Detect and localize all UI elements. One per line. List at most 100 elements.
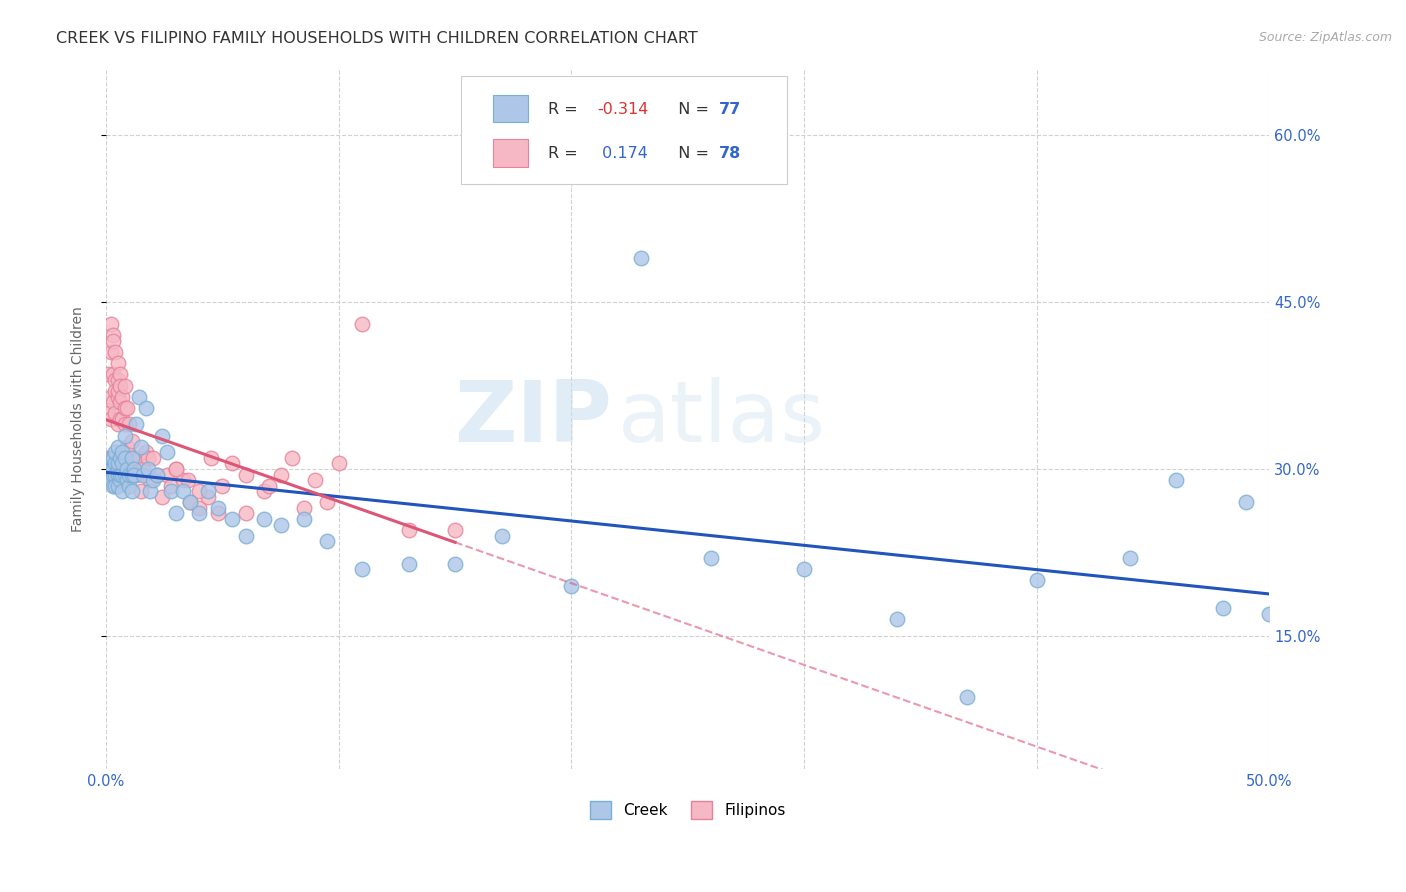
Point [114,401,136,415]
Point [176,473,198,487]
Point [235,507,257,521]
Text: N =: N = [668,102,714,117]
Point [188,484,211,499]
Point [115,440,138,454]
Point [350,562,373,576]
Point [135,445,157,459]
Point [108,467,131,482]
Point [101,368,124,382]
Point [122,467,145,482]
Point [108,412,131,426]
Point [101,450,124,465]
Point [139,484,162,499]
Point [115,401,138,415]
Point [108,473,131,487]
Point [136,450,159,465]
Point [207,507,229,521]
Point [111,467,134,482]
Point [111,412,134,426]
Point [114,450,136,465]
Text: 78: 78 [718,146,741,161]
Point [111,450,134,465]
Point [270,517,292,532]
Point [1234,495,1257,509]
Point [207,500,229,515]
Point [101,328,124,343]
Text: ZIP: ZIP [454,377,612,460]
Point [118,478,141,492]
Point [1212,601,1234,615]
Point [121,457,143,471]
Point [150,428,173,442]
Text: 77: 77 [718,102,741,117]
Point [107,478,129,492]
Point [114,457,136,471]
Point [1119,551,1142,566]
Point [107,440,129,454]
Point [165,462,187,476]
Point [142,450,165,465]
Point [560,579,582,593]
Point [132,467,155,482]
Point [118,467,141,482]
Point [115,473,138,487]
Point [253,484,276,499]
Point [97,450,120,465]
Point [235,467,257,482]
Point [97,406,120,420]
FancyBboxPatch shape [494,139,529,167]
Point [150,490,173,504]
Point [316,495,339,509]
Point [160,478,183,492]
Point [100,473,122,487]
Point [121,484,143,499]
Point [100,450,122,465]
Point [211,478,233,492]
Point [350,318,373,332]
Text: N =: N = [668,146,714,161]
Point [444,557,467,571]
Point [135,401,157,415]
Point [128,390,150,404]
FancyBboxPatch shape [494,95,529,122]
Point [101,462,124,476]
Point [114,417,136,432]
Point [114,467,136,482]
Point [100,462,122,476]
Point [146,467,169,482]
Point [179,495,201,509]
Point [155,467,177,482]
Point [1258,607,1281,621]
Point [108,450,131,465]
Point [316,534,339,549]
Point [115,467,138,482]
Point [136,462,159,476]
Text: CREEK VS FILIPINO FAMILY HOUSEHOLDS WITH CHILDREN CORRELATION CHART: CREEK VS FILIPINO FAMILY HOUSEHOLDS WITH… [56,31,697,46]
Point [100,345,122,359]
Point [700,551,723,566]
Point [188,500,211,515]
Point [122,462,145,476]
Point [118,450,141,465]
Point [121,434,143,449]
Point [197,490,219,504]
Text: R =: R = [548,102,583,117]
Point [142,473,165,487]
Point [107,462,129,476]
Point [146,467,169,482]
Point [104,457,127,471]
Text: atlas: atlas [617,377,825,460]
Text: R =: R = [548,146,583,161]
Point [111,473,134,487]
Point [111,445,134,459]
Point [128,450,150,465]
Point [97,457,120,471]
Point [139,473,162,487]
Point [956,690,979,704]
Point [104,467,127,482]
Point [793,562,815,576]
Y-axis label: Family Households with Children: Family Households with Children [72,306,86,532]
Point [221,512,243,526]
Point [107,467,129,482]
Point [398,523,420,537]
